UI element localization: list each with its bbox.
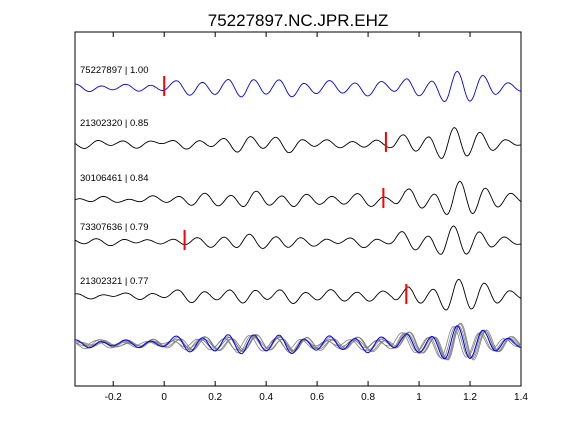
trace-label: 21302320 | 0.85 <box>80 118 149 129</box>
x-tick-label: 0.8 <box>361 392 375 403</box>
x-tick-label: 1 <box>416 392 422 403</box>
trace-73307636 <box>74 225 521 255</box>
x-tick-label: 0.4 <box>259 392 273 403</box>
trace-21302321 <box>74 278 522 311</box>
x-tick-label: 1.4 <box>514 392 528 403</box>
trace-label: 21302321 | 0.77 <box>80 276 149 287</box>
trace-labels: 75227897 | 1.00 21302320 | 0.85 30106461 |… <box>80 65 149 287</box>
overlay-reference-trace <box>75 325 521 360</box>
x-tick-label: 0.6 <box>310 392 324 403</box>
trace-21302320 <box>74 127 521 159</box>
overlay-layer <box>74 322 522 361</box>
x-tick-label: -0.2 <box>105 392 123 403</box>
pick-markers <box>163 76 408 304</box>
traces-layer <box>74 70 522 311</box>
x-tick-label: 0.2 <box>208 392 222 403</box>
trace-label: 73307636 | 0.79 <box>80 222 149 233</box>
chart-title: 75227897.NC.JPR.EHZ <box>208 11 388 30</box>
x-tick-label: 1.2 <box>463 392 477 403</box>
x-axis: -0.2 0 0.2 0.4 0.6 0.8 1 1.2 1.4 <box>105 32 528 403</box>
trace-75227897 <box>75 70 522 103</box>
trace-label: 75227897 | 1.00 <box>80 65 149 76</box>
trace-30106461 <box>74 180 522 215</box>
trace-label: 30106461 | 0.84 <box>80 173 149 184</box>
plot-frame <box>74 31 522 387</box>
x-tick-label: 0 <box>161 392 167 403</box>
